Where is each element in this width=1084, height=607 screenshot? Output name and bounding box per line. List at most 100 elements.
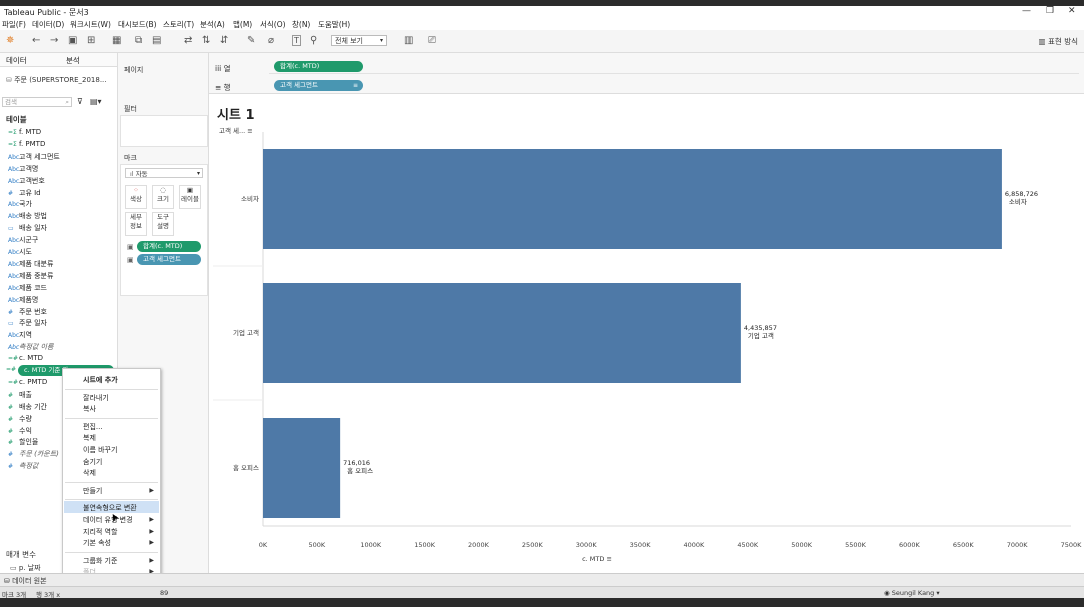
field-item[interactable]: Abc국가	[8, 199, 32, 209]
save-icon[interactable]: ▣	[68, 35, 78, 46]
restore-icon[interactable]: ❐	[1046, 6, 1055, 16]
menu-item[interactable]: 도움말(H)	[318, 20, 351, 29]
field-item[interactable]: # 수량	[8, 414, 32, 424]
context-menu-item[interactable]: 데이터 유형 변경	[83, 516, 133, 524]
field-item[interactable]: Abc제품 중분류	[8, 271, 53, 281]
present-mode-button[interactable]: ▥ 표현 방식	[1038, 37, 1078, 46]
context-menu-item[interactable]: 편집...	[83, 422, 103, 431]
context-menu-item[interactable]: 복제	[83, 434, 96, 443]
tab-analytics[interactable]: 분석	[66, 56, 80, 65]
tooltip-button[interactable]: 도구 설명	[152, 212, 174, 236]
bar[interactable]	[263, 283, 741, 383]
color-button[interactable]: ⁘ 색상	[125, 185, 147, 209]
menu-item[interactable]: 맵(M)	[233, 20, 253, 29]
highlight-icon[interactable]: ✎	[247, 35, 256, 46]
columns-shelf[interactable]	[269, 60, 1079, 74]
columns-pill[interactable]: 합계(c. MTD)	[274, 61, 363, 72]
menu-item[interactable]: 워크시트(W)	[70, 20, 111, 29]
marks-pill-dimension[interactable]: 고객 세그먼트	[137, 254, 201, 265]
row-header-title[interactable]: 고객 세... ≡	[219, 127, 253, 135]
pages-drop-zone[interactable]	[120, 77, 206, 95]
rows-pill[interactable]: 고객 세그먼트 ≡	[274, 80, 363, 91]
field-item[interactable]: =Σ f. MTD	[8, 128, 41, 136]
field-item[interactable]: ▭ 배송 일자	[8, 223, 47, 233]
context-menu-item[interactable]: 숨기기	[83, 457, 103, 466]
pin-icon[interactable]: ⚲	[310, 35, 318, 46]
field-item[interactable]: Abc시군구	[8, 235, 38, 245]
menu-item[interactable]: 대시보드(B)	[118, 20, 157, 29]
close-icon[interactable]: ✕	[1068, 6, 1076, 16]
context-menu-item[interactable]: 시트에 추가	[83, 376, 118, 384]
group-icon[interactable]: ⌀	[268, 35, 275, 46]
bar[interactable]	[263, 149, 1002, 249]
data-source-tab[interactable]: ⛁ 데이터 원본	[4, 577, 47, 585]
search-input[interactable]: 검색 ⌕	[2, 97, 72, 107]
new-sheet-icon[interactable]: ▦	[112, 35, 122, 46]
menu-item[interactable]: 서식(O)	[260, 20, 286, 29]
marks-pill-measure[interactable]: 합계(c. MTD)	[137, 241, 201, 252]
undo-icon[interactable]: ←	[32, 35, 41, 46]
view-fit-select[interactable]: 전체 보기 ▾	[331, 35, 387, 46]
field-item[interactable]: =#c. PMTD	[8, 378, 47, 386]
field-item[interactable]: Abc제품명	[8, 295, 38, 305]
filters-drop-zone[interactable]	[120, 115, 208, 147]
field-item[interactable]: # 매출	[8, 390, 32, 400]
context-menu-item[interactable]: 불연속형으로 변환	[83, 504, 137, 513]
menu-item[interactable]: 파일(F)	[2, 20, 26, 29]
context-menu-item[interactable]: 삭제	[83, 469, 96, 478]
mark-type-select[interactable]: ıl 자동 ▾	[125, 168, 203, 178]
field-item[interactable]: Abc고객번호	[8, 176, 45, 186]
minimize-icon[interactable]: —	[1022, 6, 1031, 16]
context-menu-item[interactable]: 이름 바꾸기	[83, 446, 118, 454]
show-labels-icon[interactable]: T	[292, 35, 301, 46]
sort-asc-icon[interactable]: ⇅	[202, 35, 211, 46]
field-item[interactable]: Abc제품 대분류	[8, 259, 53, 269]
menu-item[interactable]: 분석(A)	[200, 20, 225, 29]
bar[interactable]	[263, 418, 341, 518]
context-menu-item[interactable]: 폴더	[83, 567, 96, 577]
menu-item[interactable]: 창(N)	[292, 20, 311, 29]
duplicate-icon[interactable]: ⧉	[135, 35, 143, 46]
show-cards-icon[interactable]: ▥	[404, 35, 414, 46]
field-item[interactable]: Abc제품 코드	[8, 283, 47, 293]
field-item[interactable]: # 배송 기간	[8, 402, 47, 412]
list-view-icon[interactable]: ▤▾	[90, 97, 102, 106]
datasource-item[interactable]: ⛁ 주문 (SUPERSTORE_2018...	[6, 76, 107, 84]
field-item[interactable]: =#c. MTD	[8, 354, 43, 362]
menu-item[interactable]: 데이터(D)	[32, 20, 65, 29]
filter-icon[interactable]: ⊽	[77, 97, 83, 106]
field-item[interactable]: Abc고객 세그먼트	[8, 152, 60, 162]
presentation-icon[interactable]: ⎚	[428, 35, 436, 46]
field-item[interactable]: =Σ f. PMTD	[8, 140, 45, 148]
user-menu[interactable]: ◉ Seungil Kang ▾	[884, 589, 940, 597]
context-menu-item[interactable]: 복사	[83, 405, 96, 414]
field-item[interactable]: Abc배송 방법	[8, 211, 47, 221]
context-menu-item[interactable]: 기본 속성	[83, 539, 111, 548]
clear-icon[interactable]: ▤	[152, 35, 162, 46]
new-datasource-icon[interactable]: ⊞	[87, 35, 96, 46]
context-menu-item[interactable]: 잘라내기	[83, 393, 109, 402]
context-menu-item[interactable]: 그룹화 기준	[83, 556, 118, 565]
field-item[interactable]: # 주문 번호	[8, 307, 47, 317]
label-button[interactable]: ▣ 레이블	[179, 185, 201, 209]
detail-button[interactable]: 세부 정보	[125, 212, 147, 236]
sort-desc-icon[interactable]: ⇵	[220, 35, 229, 46]
field-item[interactable]: # 주문 (카운트)	[8, 449, 59, 459]
field-item[interactable]: Abc측정값 이름	[8, 342, 53, 352]
rows-shelf[interactable]	[269, 79, 1079, 92]
field-item[interactable]: # 고유 Id	[8, 188, 41, 198]
parameter-item[interactable]: ▭ p. 날짜	[10, 564, 41, 572]
field-item[interactable]: # 측정값	[8, 461, 38, 471]
field-item[interactable]: ▭ 주문 일자	[8, 318, 47, 328]
tab-data[interactable]: 데이터	[6, 56, 27, 65]
tableau-logo-icon[interactable]: ✵	[6, 35, 15, 46]
field-item[interactable]: Abc지역	[8, 330, 32, 340]
context-menu-item[interactable]: 지리적 역할	[83, 527, 118, 536]
size-button[interactable]: ◌ 크기	[152, 185, 174, 209]
redo-icon[interactable]: →	[50, 35, 59, 46]
swap-icon[interactable]: ⇄	[184, 35, 193, 46]
field-item[interactable]: Abc시도	[8, 247, 32, 257]
field-item[interactable]: # 수익	[8, 426, 32, 436]
context-menu-item[interactable]: 만들기	[83, 486, 103, 495]
field-item[interactable]: Abc고객명	[8, 164, 38, 174]
